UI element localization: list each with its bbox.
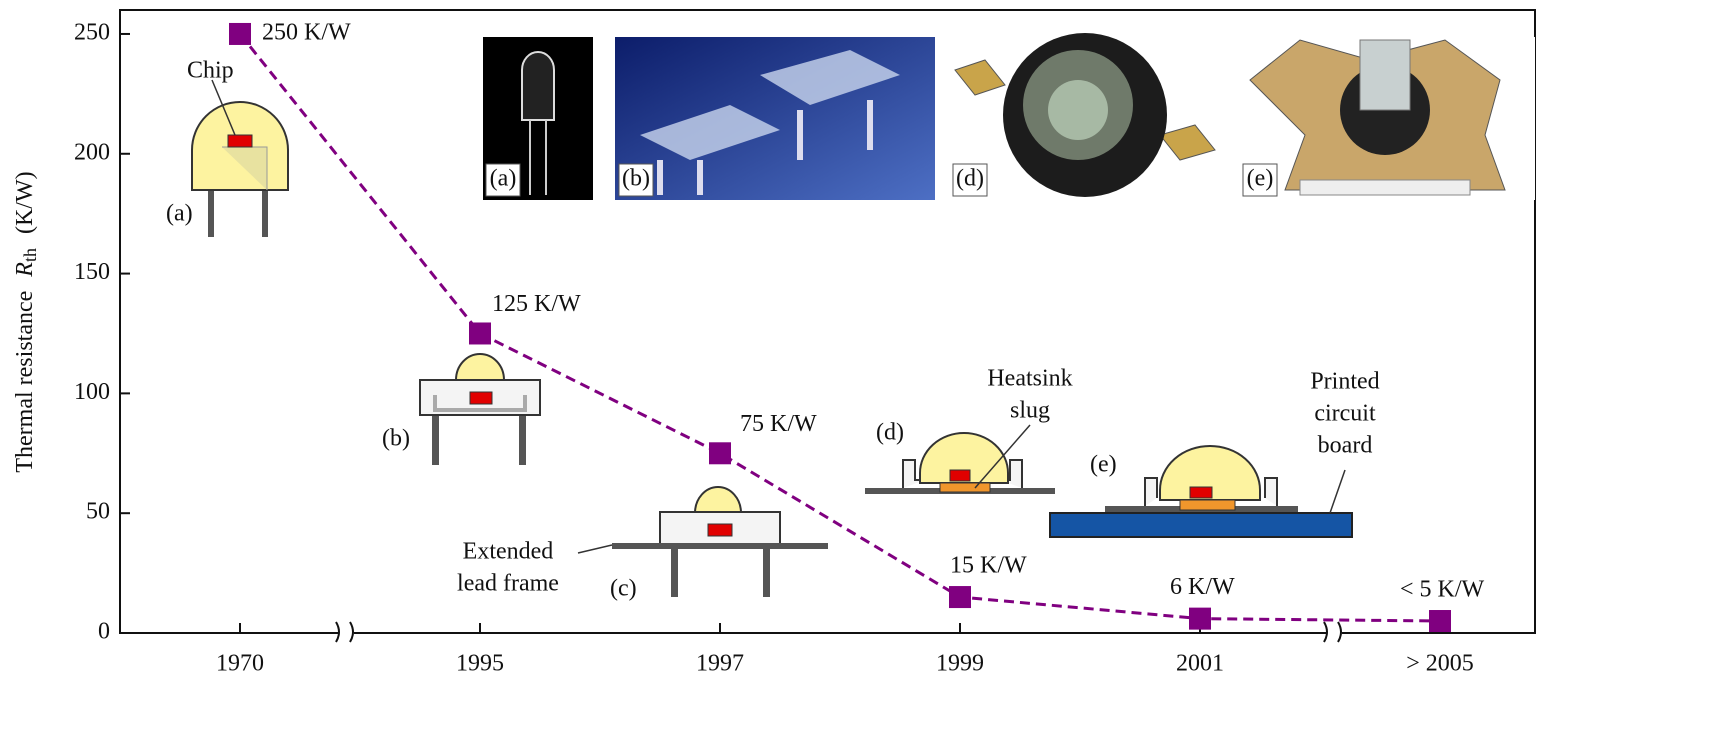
photo-label: (e) (1247, 166, 1274, 192)
photo-label: (b) (622, 166, 650, 192)
data-label: 125 K/W (492, 291, 581, 317)
diagram-label: (d) (876, 420, 904, 446)
x-tick-label: > 2005 (1406, 651, 1474, 677)
diagram-label: lead frame (457, 571, 559, 597)
y-axis-label: Thermal resistance Rth (K/W) (12, 171, 44, 472)
data-point (1189, 608, 1211, 630)
chart: Thermal resistance Rth (K/W) 0 50 100 150 20… (0, 0, 1711, 742)
x-tick-label: 1995 (456, 651, 504, 677)
data-point (949, 586, 971, 608)
diagram-label: Extended (463, 539, 554, 565)
photo-label: (d) (956, 166, 984, 192)
diagram-label: circuit (1314, 401, 1376, 427)
photo-label: (a) (490, 166, 517, 192)
y-label-text: Thermal resistance (12, 291, 38, 473)
y-tick-label: 100 (74, 379, 110, 405)
x-tick-label: 1970 (216, 651, 264, 677)
y-label-unit: (K/W) (12, 171, 38, 234)
data-label: 15 K/W (950, 553, 1027, 579)
diagram-label: Chip (187, 58, 234, 84)
data-label: 250 K/W (262, 19, 351, 45)
data-label: 6 K/W (1170, 574, 1235, 600)
diagram-a (192, 80, 288, 237)
x-tick-label: 1999 (936, 651, 984, 677)
y-label-symbol: R (12, 262, 38, 278)
data-point (1429, 610, 1451, 632)
diagram-label: (a) (166, 201, 193, 227)
diagram-b (420, 354, 540, 465)
x-tick-label: 2001 (1176, 651, 1224, 677)
diagram-label: (e) (1090, 452, 1117, 478)
data-point (229, 23, 251, 45)
y-label-subscript: th (20, 248, 40, 262)
diagram-label: (c) (610, 576, 637, 602)
y-tick-label: 250 (74, 19, 110, 45)
diagram-label: Heatsink (987, 366, 1072, 392)
diagram-label: board (1318, 433, 1373, 459)
diagram-label: (b) (382, 426, 410, 452)
y-tick-label: 0 (98, 619, 110, 645)
y-tick-label: 200 (74, 139, 110, 165)
data-point (709, 442, 731, 464)
data-label: < 5 K/W (1400, 577, 1485, 603)
y-tick-label: 150 (74, 259, 110, 285)
x-tick-label: 1997 (696, 651, 744, 677)
data-label: 75 K/W (740, 411, 817, 437)
diagram-label: Printed (1310, 369, 1379, 395)
data-point (469, 322, 491, 344)
y-tick-label: 50 (86, 499, 110, 525)
diagram-label: slug (1010, 398, 1050, 424)
